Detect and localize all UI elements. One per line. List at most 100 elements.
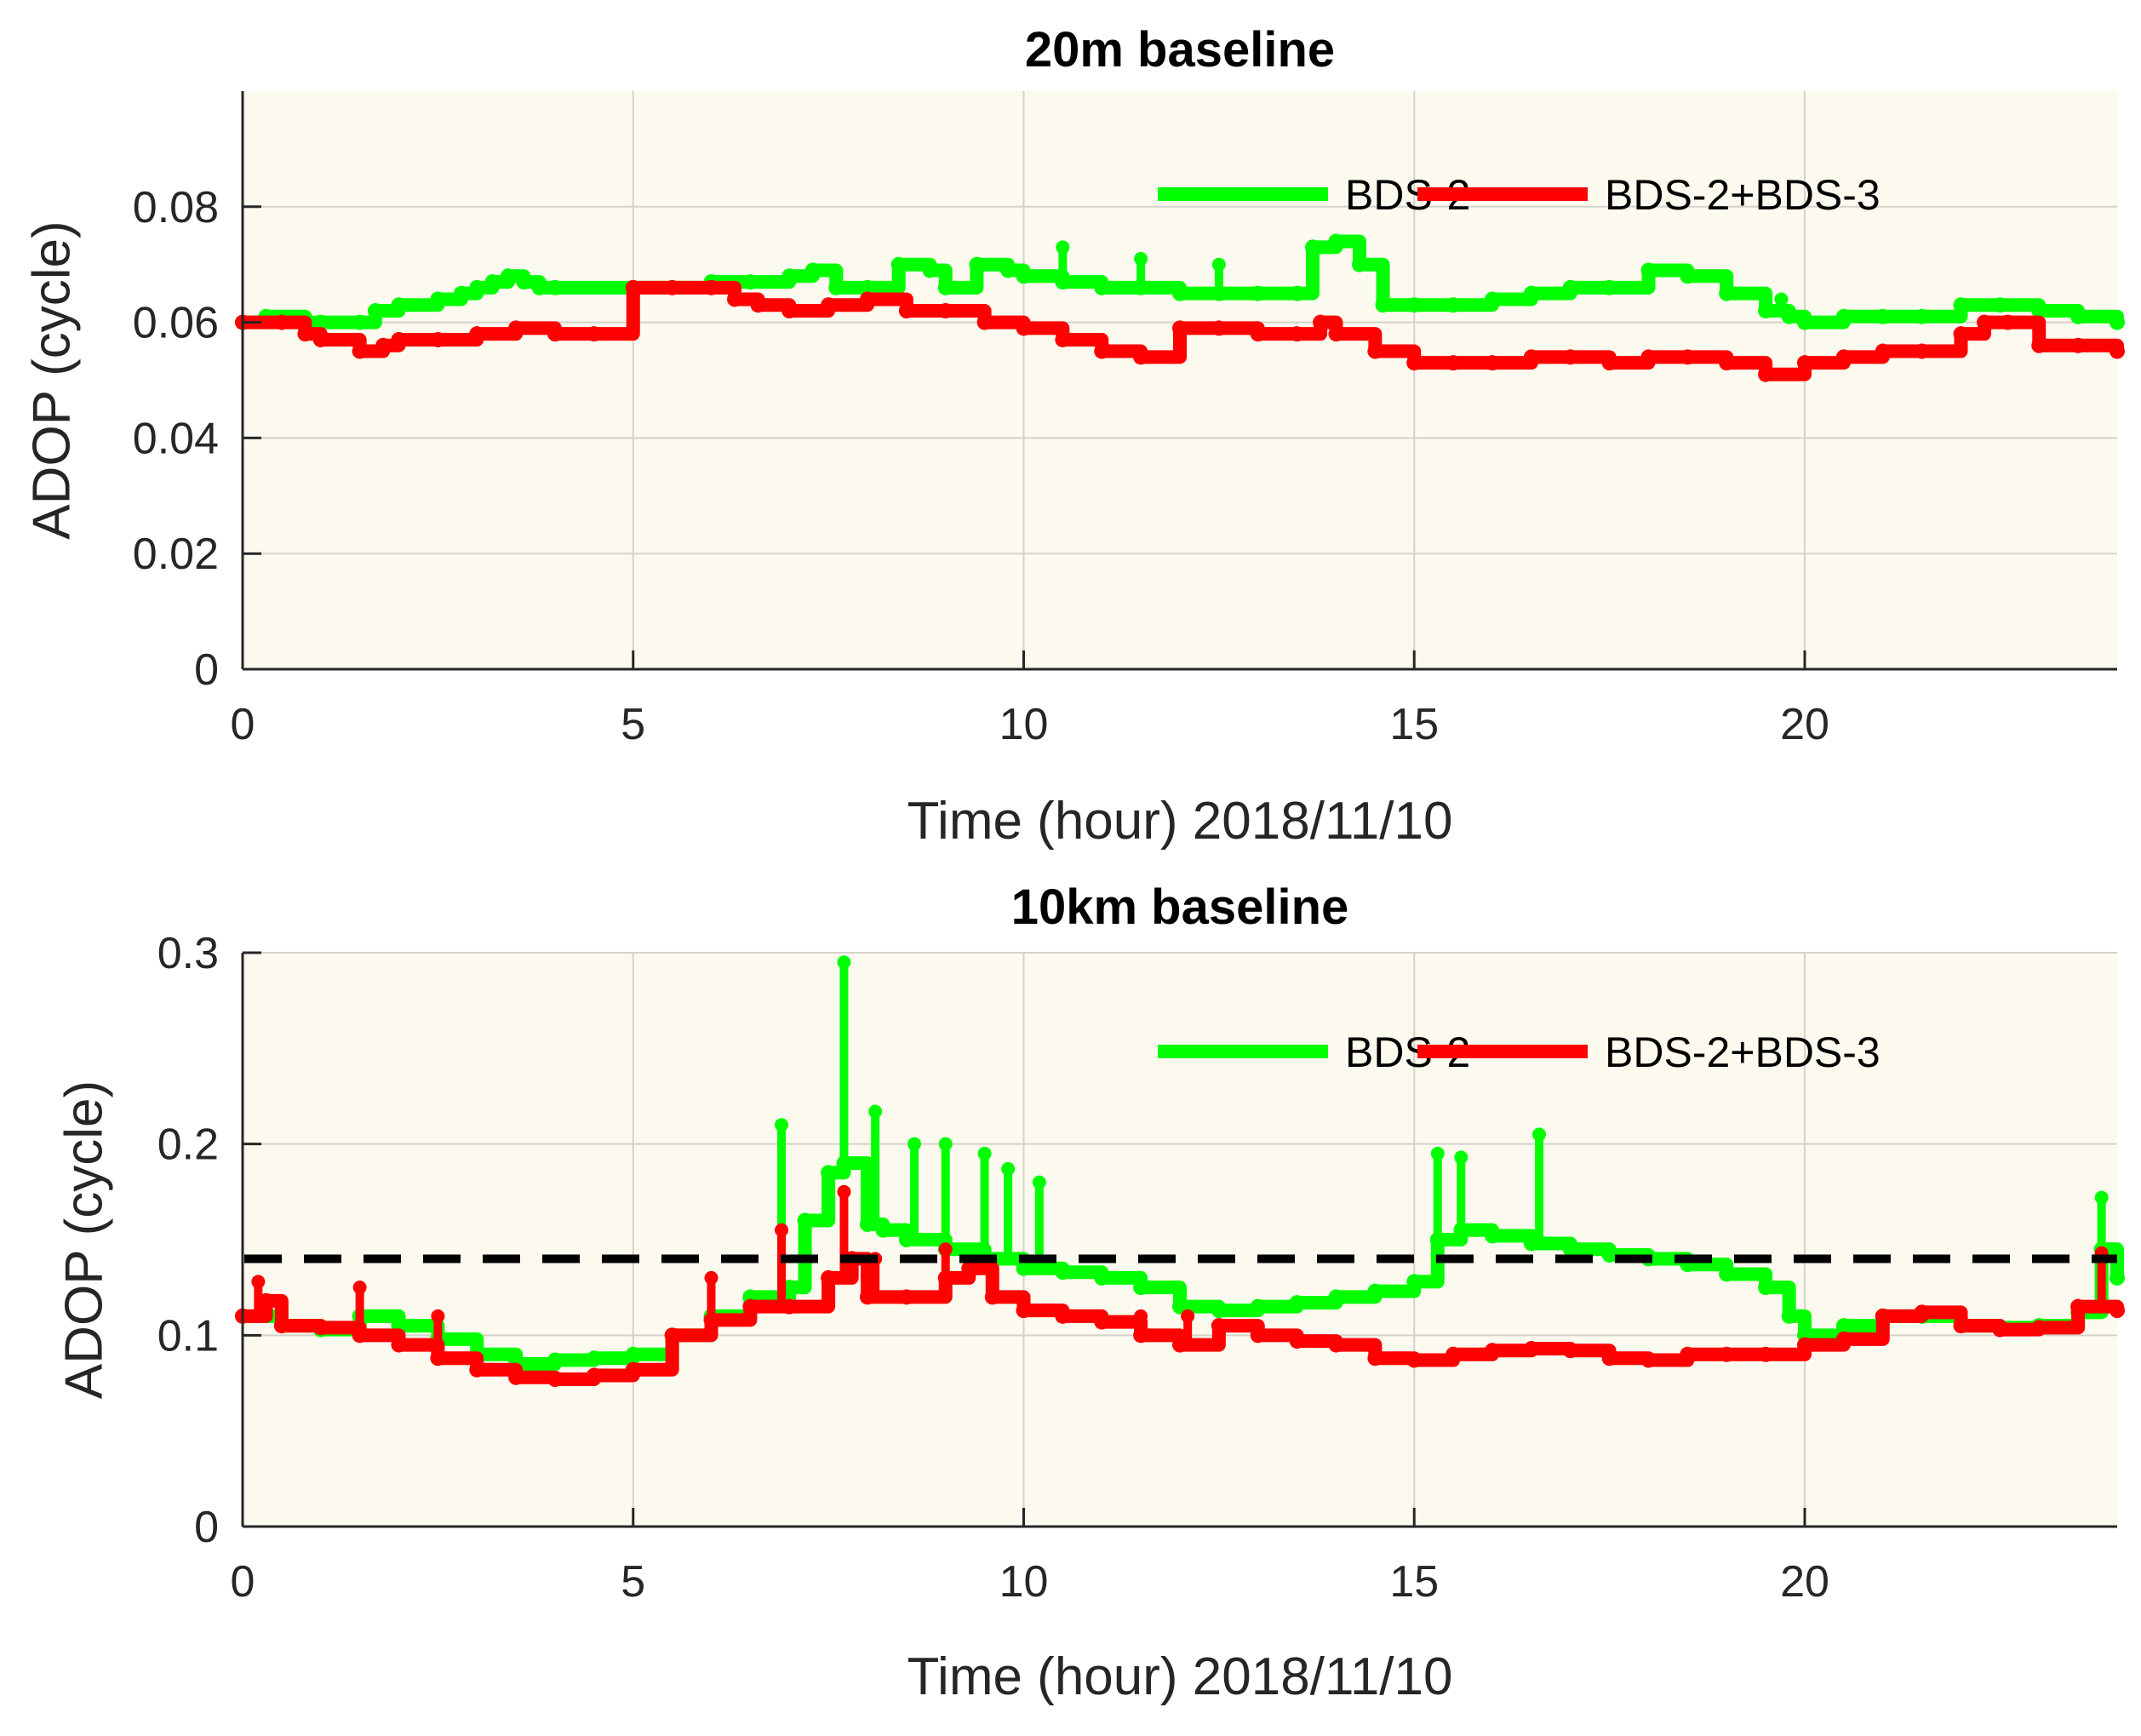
data-point <box>976 314 993 330</box>
spike-point <box>837 955 851 970</box>
data-point <box>828 279 844 295</box>
spike-point <box>977 1146 992 1160</box>
x-tick-label: 15 <box>1389 1557 1439 1607</box>
data-point <box>367 303 383 319</box>
data-point <box>1562 349 1578 365</box>
data-point <box>1211 320 1227 336</box>
data-point <box>1250 285 1266 301</box>
data-point <box>1680 349 1696 365</box>
x-tick-label: 20 <box>1780 700 1829 749</box>
data-point <box>1211 1318 1227 1334</box>
data-point <box>500 268 516 284</box>
y-tick-label: 0.04 <box>133 414 219 463</box>
data-point <box>664 1327 680 1344</box>
y-tick-label: 0 <box>194 1503 219 1552</box>
data-point <box>860 291 875 307</box>
data-point <box>2000 314 2016 330</box>
data-point <box>1313 314 1329 330</box>
data-point <box>821 1165 837 1181</box>
data-point <box>1680 268 1696 284</box>
data-point <box>1485 355 1500 371</box>
data-point <box>1406 1274 1423 1290</box>
spike-point <box>1001 1161 1016 1176</box>
data-point <box>1250 326 1266 342</box>
data-point <box>586 326 602 342</box>
data-point <box>937 303 953 319</box>
data-point <box>586 1367 602 1384</box>
data-point <box>1289 1295 1305 1311</box>
axes <box>241 91 2117 671</box>
x-axis-label: Time (hour) 2018/11/10 <box>907 792 1452 851</box>
spike-point <box>1134 251 1148 266</box>
data-point <box>1485 291 1500 307</box>
data-point <box>391 1337 407 1353</box>
y-tick-label: 0.3 <box>157 929 219 978</box>
data-point <box>453 285 469 301</box>
spike-point <box>938 1137 953 1151</box>
data-point <box>2110 343 2125 359</box>
spike-point <box>1774 292 1789 307</box>
data-point <box>1172 285 1188 301</box>
data-point <box>750 297 766 313</box>
data-point <box>2110 1303 2125 1319</box>
data-point <box>2031 1320 2047 1336</box>
data-point <box>1914 308 1930 324</box>
data-point <box>1875 1308 1891 1324</box>
data-point <box>1211 1303 1227 1319</box>
data-point <box>1000 262 1016 278</box>
data-point <box>469 326 485 342</box>
data-point <box>2110 1269 2125 1286</box>
chart-10km-baseline: 0 5 10 15 20 0 0.1 0.2 0.3 10km baseline Time (h… <box>54 879 2125 1706</box>
data-point <box>1758 303 1774 319</box>
data-point <box>797 1212 813 1229</box>
data-point <box>547 1352 563 1368</box>
data-point <box>1601 355 1617 371</box>
y-tick-label: 0.02 <box>133 530 219 579</box>
y-tick-label: 0.06 <box>133 299 219 348</box>
data-point <box>961 1260 977 1276</box>
data-point <box>1781 1308 1797 1324</box>
data-point <box>1445 1346 1462 1362</box>
data-point <box>1328 326 1344 342</box>
data-point <box>1289 1333 1305 1349</box>
data-point <box>1250 1298 1266 1315</box>
spike-point <box>1056 240 1070 255</box>
data-point <box>1797 314 1812 330</box>
data-point <box>1914 343 1930 359</box>
data-point <box>1992 1321 2008 1338</box>
data-point <box>273 1318 289 1334</box>
legend-label-bds2-bds3: BDS-2+BDS-3 <box>1605 1028 1881 1076</box>
data-point <box>1640 349 1657 365</box>
data-point <box>860 279 875 295</box>
data-point <box>1562 279 1578 295</box>
data-point <box>1016 320 1032 336</box>
data-point <box>625 1346 641 1362</box>
spike-point <box>431 1309 445 1323</box>
data-point <box>1562 1241 1578 1258</box>
spike-point <box>775 1223 789 1237</box>
spike-point <box>1181 1309 1195 1323</box>
data-point <box>547 279 563 295</box>
tick-labels: 0 5 10 15 20 0 0.1 0.2 0.3 <box>157 929 1829 1607</box>
data-point <box>1406 355 1423 371</box>
data-point <box>391 297 407 313</box>
y-axis-label: ADOP (cycle) <box>22 221 81 539</box>
data-point <box>1523 1341 1539 1357</box>
data-point <box>1875 308 1891 324</box>
data-point <box>2031 337 2047 353</box>
data-point <box>2070 337 2087 353</box>
data-point <box>1055 1264 1071 1281</box>
y-tick-label: 0.2 <box>157 1120 219 1170</box>
data-point <box>1445 355 1462 371</box>
data-point <box>547 326 563 342</box>
data-point <box>430 291 446 307</box>
y-axis-label: ADOP (cycle) <box>54 1080 113 1399</box>
data-point <box>1016 1303 1032 1319</box>
data-point <box>1835 349 1852 365</box>
data-point <box>821 297 837 313</box>
data-point <box>1640 262 1657 278</box>
spike-point <box>837 1184 851 1199</box>
data-point <box>898 1289 914 1305</box>
data-point <box>1133 349 1149 365</box>
